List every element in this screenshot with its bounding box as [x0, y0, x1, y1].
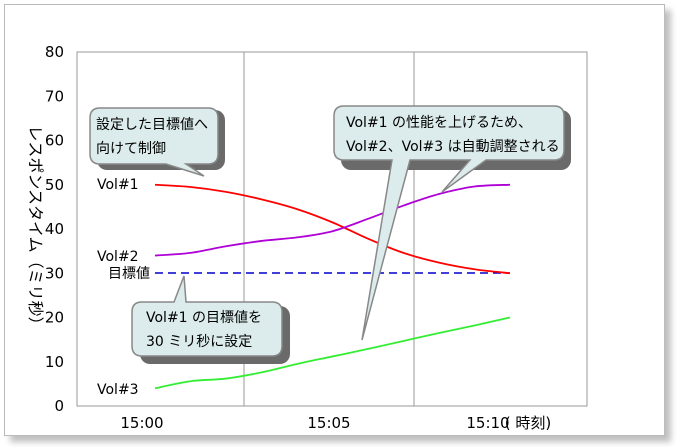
- callout-text: Vol#1 の性能を上げるため、: [346, 115, 532, 131]
- callout-bottom: Vol#1 の目標値を 30 ミリ秒に設定: [131, 275, 290, 364]
- y-tick-label: 40: [45, 220, 64, 238]
- series-line-vol1: [154, 183, 511, 275]
- y-tick-label: 70: [45, 87, 64, 105]
- target-label: 目標値: [108, 266, 150, 282]
- series-label-vol3: Vol#3: [97, 382, 139, 398]
- y-tick-label: 50: [45, 176, 64, 194]
- y-tick-label: 10: [45, 353, 64, 371]
- series-line-vol3: [154, 316, 511, 390]
- callout-bubble: [131, 275, 283, 357]
- y-tick-label: 30: [45, 264, 64, 282]
- x-tick-label: 15:05: [307, 414, 350, 432]
- y-axis-label: レスポンスタイム（ミリ秒）: [26, 125, 45, 332]
- callout-bubble: [333, 105, 565, 341]
- callout-top-right: Vol#1 の性能を上げるため、 Vol#2、Vol#3 は自動調整される: [333, 105, 571, 341]
- y-tick-label: 0: [54, 397, 64, 415]
- series-layer: [154, 183, 511, 390]
- callout-text: 設定した目標値へ: [96, 117, 208, 133]
- y-tick-label: 20: [45, 309, 64, 327]
- callout-text: 30 ミリ秒に設定: [146, 334, 252, 350]
- callout-top-left: 設定した目標値へ 向けて制御: [89, 107, 225, 177]
- callout-text: 向けて制御: [96, 141, 166, 157]
- series-label-vol1: Vol#1: [97, 177, 139, 193]
- y-tick-label: 60: [45, 132, 64, 150]
- callout-text: Vol#1 の目標値を: [146, 310, 262, 326]
- series-line-vol2: [154, 183, 511, 257]
- callout-text: Vol#2、Vol#3 は自動調整される: [346, 139, 560, 155]
- callout-bubble: [89, 107, 219, 177]
- x-tick-label: 15:00: [120, 414, 163, 432]
- y-tick-labels: 0 10 20 30 40 50 60 70 80: [45, 43, 64, 415]
- series-label-vol2: Vol#2: [97, 249, 139, 265]
- x-axis-unit-label: ( 時刻): [505, 414, 551, 432]
- y-tick-label: 80: [45, 43, 64, 61]
- x-tick-label: 15:10: [466, 414, 509, 432]
